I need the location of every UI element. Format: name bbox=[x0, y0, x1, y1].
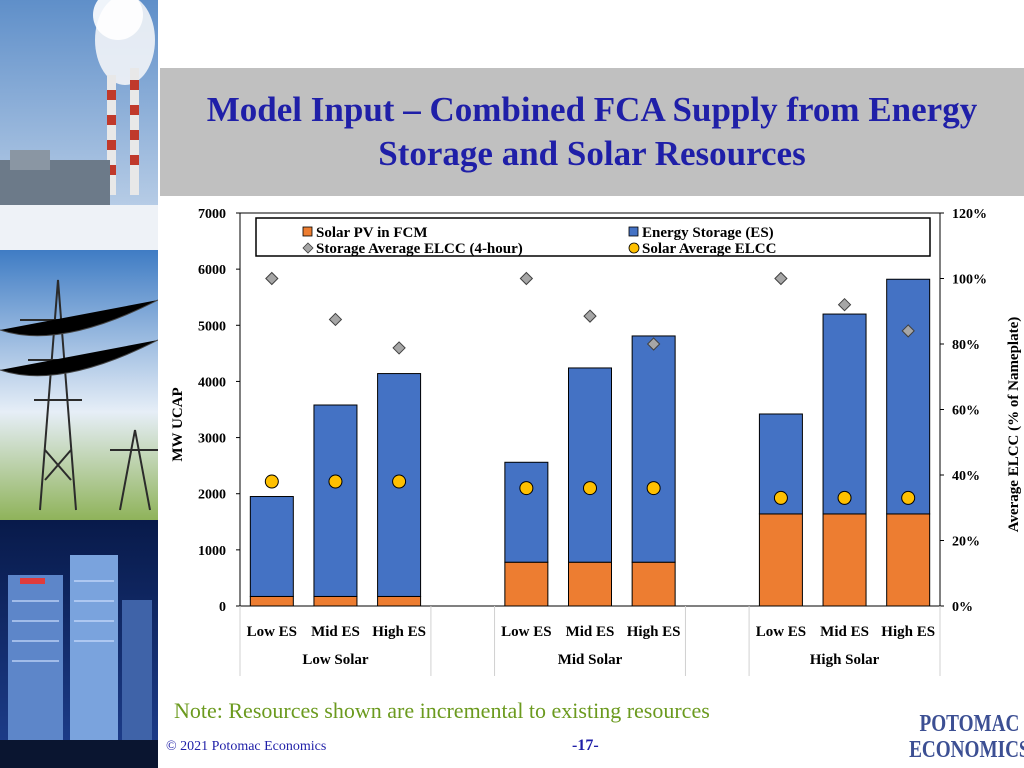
y-axis-title: MW UCAP bbox=[170, 387, 186, 461]
category-label: Low ES bbox=[247, 624, 297, 640]
group-label: Mid Solar bbox=[558, 652, 623, 668]
y-tick-label: 4000 bbox=[198, 375, 226, 390]
bar-solar-pv bbox=[822, 513, 867, 607]
y2-axis-title: Average ELCC (% of Nameplate) bbox=[1006, 317, 1022, 533]
y-tick-label: 7000 bbox=[198, 207, 226, 222]
category-label: Low ES bbox=[501, 624, 551, 640]
marker-storage-elcc bbox=[837, 297, 852, 312]
bar-energy-storage bbox=[568, 367, 612, 563]
bar-solar-pv bbox=[758, 513, 803, 607]
page-number: -17- bbox=[572, 737, 599, 754]
marker-storage-elcc bbox=[392, 341, 406, 355]
footnote: Note: Resources shown are incremental to… bbox=[174, 698, 710, 723]
y2-tick-label: 100% bbox=[952, 273, 987, 288]
legend-label: Solar Average ELCC bbox=[642, 241, 776, 257]
y-tick-label: 3000 bbox=[198, 432, 226, 447]
y2-tick-label: 20% bbox=[952, 535, 980, 550]
y-tick-label: 1000 bbox=[198, 544, 226, 559]
bar-energy-storage bbox=[631, 335, 676, 563]
decorative-photo-strip bbox=[0, 0, 158, 768]
marker-storage-elcc bbox=[774, 271, 788, 286]
legend-swatch bbox=[302, 226, 313, 237]
category-label: Low ES bbox=[756, 624, 806, 640]
y-tick-label: 2000 bbox=[198, 488, 226, 503]
logo-line-2: ECONOMICS bbox=[908, 737, 1024, 763]
marker-solar-elcc bbox=[583, 481, 597, 496]
y-tick-label: 6000 bbox=[198, 263, 226, 278]
bar-energy-storage bbox=[886, 278, 931, 515]
bar-energy-storage bbox=[313, 404, 358, 597]
potomac-economics-logo: POTOMAC ECONOMICS bbox=[909, 708, 1024, 766]
marker-solar-elcc bbox=[519, 481, 534, 496]
category-label: Mid ES bbox=[311, 624, 360, 640]
category-label: High ES bbox=[372, 624, 426, 640]
group-label: Low Solar bbox=[302, 652, 369, 668]
bar-energy-storage bbox=[249, 496, 294, 597]
bar-solar-pv bbox=[313, 595, 358, 607]
category-label: Mid ES bbox=[566, 624, 615, 640]
marker-solar-elcc bbox=[328, 474, 343, 489]
group-label: High Solar bbox=[810, 652, 880, 668]
marker-solar-elcc bbox=[901, 490, 916, 505]
marker-storage-elcc bbox=[583, 309, 597, 323]
bar-solar-pv bbox=[631, 561, 676, 607]
bar-solar-pv bbox=[377, 595, 422, 607]
legend-label: Storage Average ELCC (4-hour) bbox=[316, 241, 523, 257]
y2-tick-label: 80% bbox=[952, 338, 980, 353]
copyright-text: © 2021 Potomac Economics bbox=[166, 739, 327, 754]
y2-tick-label: 120% bbox=[952, 207, 987, 222]
marker-storage-elcc bbox=[646, 337, 661, 351]
marker-solar-elcc bbox=[264, 474, 279, 489]
page-title-line-1: Model Input – Combined FCA Supply from E… bbox=[206, 90, 978, 129]
marker-solar-elcc bbox=[773, 490, 788, 505]
bar-solar-pv bbox=[886, 513, 931, 607]
y2-tick-label: 40% bbox=[952, 469, 980, 484]
bar-solar-pv bbox=[249, 595, 294, 607]
marker-solar-elcc bbox=[392, 474, 407, 489]
transmission-tower-photo bbox=[0, 250, 158, 520]
logo-line-1: POTOMAC bbox=[919, 711, 1019, 737]
y-tick-label: 0 bbox=[219, 600, 226, 615]
legend-label: Solar PV in FCM bbox=[316, 225, 428, 241]
y2-tick-label: 0% bbox=[952, 600, 973, 615]
bar-energy-storage bbox=[822, 313, 867, 515]
title-band: Model Input – Combined FCA Supply from E… bbox=[160, 68, 1024, 196]
legend-box bbox=[255, 217, 931, 257]
bar-energy-storage bbox=[504, 461, 549, 563]
category-label: High ES bbox=[881, 624, 935, 640]
marker-solar-elcc bbox=[646, 481, 661, 496]
category-label: Mid ES bbox=[820, 624, 869, 640]
y2-tick-label: 60% bbox=[952, 404, 980, 419]
y-tick-label: 5000 bbox=[198, 319, 226, 334]
legend-swatch bbox=[302, 242, 314, 254]
marker-storage-elcc bbox=[265, 271, 279, 286]
legend-label: Energy Storage (ES) bbox=[642, 225, 774, 241]
page-title-line-2: Storage and Solar Resources bbox=[378, 134, 806, 173]
marker-storage-elcc bbox=[901, 324, 915, 338]
category-label: High ES bbox=[627, 624, 681, 640]
marker-storage-elcc bbox=[519, 271, 534, 286]
legend-swatch bbox=[628, 226, 639, 237]
marker-solar-elcc bbox=[837, 490, 852, 505]
bar-solar-pv bbox=[568, 561, 612, 607]
marker-storage-elcc bbox=[328, 312, 343, 327]
combined-supply-chart: 0 1000 2000 3000 4000 5000 6000 7000 0% 20% 40% 60%… bbox=[170, 207, 1022, 676]
bar-solar-pv bbox=[504, 561, 549, 607]
legend-swatch bbox=[628, 242, 640, 254]
